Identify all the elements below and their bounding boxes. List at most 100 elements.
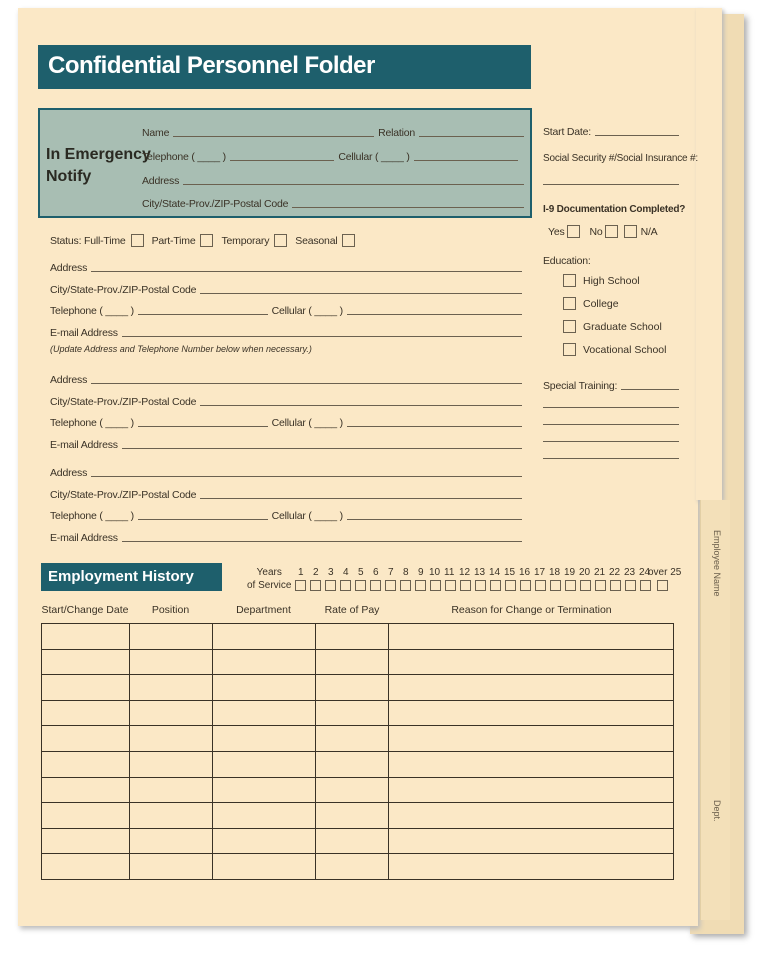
table-cell[interactable] bbox=[41, 648, 130, 676]
year-checkbox[interactable] bbox=[550, 580, 561, 591]
table-cell[interactable] bbox=[388, 750, 674, 778]
table-cell[interactable] bbox=[388, 699, 674, 727]
year-checkbox[interactable] bbox=[340, 580, 351, 591]
telephone-field[interactable] bbox=[137, 426, 268, 427]
table-cell[interactable] bbox=[41, 674, 130, 701]
start-date-field[interactable] bbox=[595, 135, 679, 136]
year-checkbox[interactable] bbox=[595, 580, 606, 591]
table-cell[interactable] bbox=[388, 802, 674, 829]
city-field[interactable] bbox=[292, 207, 524, 208]
year-checkbox[interactable] bbox=[355, 580, 366, 591]
relation-field[interactable] bbox=[419, 136, 524, 137]
year-checkbox[interactable] bbox=[490, 580, 501, 591]
year-checkbox[interactable] bbox=[370, 580, 381, 591]
training-line[interactable] bbox=[543, 458, 679, 459]
table-cell[interactable] bbox=[211, 699, 316, 727]
year-checkbox[interactable] bbox=[565, 580, 576, 591]
seasonal-checkbox[interactable] bbox=[342, 234, 356, 247]
year-checkbox[interactable] bbox=[445, 580, 456, 591]
table-cell[interactable] bbox=[41, 623, 130, 650]
telephone-field[interactable] bbox=[137, 519, 268, 520]
full-time-checkbox[interactable] bbox=[130, 234, 144, 247]
education-checkbox[interactable] bbox=[563, 320, 576, 333]
table-cell[interactable] bbox=[314, 827, 390, 855]
table-cell[interactable] bbox=[211, 725, 316, 752]
table-cell[interactable] bbox=[211, 853, 316, 880]
year-checkbox[interactable] bbox=[325, 580, 336, 591]
table-cell[interactable] bbox=[211, 623, 316, 650]
table-cell[interactable] bbox=[211, 827, 316, 855]
name-field[interactable] bbox=[173, 136, 375, 137]
education-checkbox[interactable] bbox=[563, 343, 576, 356]
year-checkbox[interactable] bbox=[580, 580, 591, 591]
table-cell[interactable] bbox=[388, 725, 674, 752]
cellular-field[interactable] bbox=[346, 426, 522, 427]
address-field[interactable] bbox=[183, 184, 524, 185]
telephone-field[interactable] bbox=[137, 314, 268, 315]
year-checkbox[interactable] bbox=[520, 580, 531, 591]
table-cell[interactable] bbox=[388, 827, 674, 855]
table-cell[interactable] bbox=[314, 776, 390, 804]
table-cell[interactable] bbox=[314, 623, 390, 650]
email-field[interactable] bbox=[121, 448, 522, 449]
year-checkbox[interactable] bbox=[625, 580, 636, 591]
training-line[interactable] bbox=[543, 441, 679, 442]
training-line[interactable] bbox=[543, 407, 679, 408]
table-cell[interactable] bbox=[314, 750, 390, 778]
table-cell[interactable] bbox=[41, 699, 130, 727]
table-cell[interactable] bbox=[314, 853, 390, 880]
temporary-checkbox[interactable] bbox=[274, 234, 288, 247]
table-cell[interactable] bbox=[128, 725, 213, 752]
table-cell[interactable] bbox=[211, 802, 316, 829]
table-cell[interactable] bbox=[41, 725, 130, 752]
table-cell[interactable] bbox=[314, 674, 390, 701]
year-checkbox[interactable] bbox=[295, 580, 306, 591]
table-cell[interactable] bbox=[128, 776, 213, 804]
year-checkbox[interactable] bbox=[475, 580, 486, 591]
table-cell[interactable] bbox=[314, 802, 390, 829]
yes-checkbox[interactable] bbox=[566, 225, 580, 238]
table-cell[interactable] bbox=[314, 725, 390, 752]
table-cell[interactable] bbox=[128, 827, 213, 855]
year-checkbox[interactable] bbox=[610, 580, 621, 591]
address-field[interactable] bbox=[91, 476, 522, 477]
year-checkbox[interactable] bbox=[310, 580, 321, 591]
year-checkbox[interactable] bbox=[460, 580, 471, 591]
table-cell[interactable] bbox=[211, 648, 316, 676]
table-cell[interactable] bbox=[388, 674, 674, 701]
table-cell[interactable] bbox=[41, 750, 130, 778]
table-cell[interactable] bbox=[388, 648, 674, 676]
year-checkbox[interactable] bbox=[385, 580, 396, 591]
year-checkbox[interactable] bbox=[657, 580, 668, 591]
email-field[interactable] bbox=[121, 541, 522, 542]
telephone-field[interactable] bbox=[229, 160, 335, 161]
table-cell[interactable] bbox=[128, 699, 213, 727]
year-checkbox[interactable] bbox=[640, 580, 651, 591]
table-cell[interactable] bbox=[41, 827, 130, 855]
table-cell[interactable] bbox=[128, 750, 213, 778]
table-cell[interactable] bbox=[314, 699, 390, 727]
ssn-field[interactable] bbox=[543, 184, 679, 185]
table-cell[interactable] bbox=[128, 623, 213, 650]
special-training-field[interactable] bbox=[621, 389, 679, 390]
table-cell[interactable] bbox=[211, 776, 316, 804]
address-field[interactable] bbox=[91, 271, 522, 272]
table-cell[interactable] bbox=[41, 776, 130, 804]
table-cell[interactable] bbox=[128, 802, 213, 829]
cellular-field[interactable] bbox=[413, 160, 518, 161]
table-cell[interactable] bbox=[314, 648, 390, 676]
city-field[interactable] bbox=[200, 498, 522, 499]
email-field[interactable] bbox=[121, 336, 522, 337]
table-cell[interactable] bbox=[211, 674, 316, 701]
cellular-field[interactable] bbox=[346, 519, 522, 520]
table-cell[interactable] bbox=[211, 750, 316, 778]
part-time-checkbox[interactable] bbox=[200, 234, 214, 247]
year-checkbox[interactable] bbox=[505, 580, 516, 591]
year-checkbox[interactable] bbox=[430, 580, 441, 591]
na-checkbox[interactable] bbox=[623, 225, 637, 238]
year-checkbox[interactable] bbox=[535, 580, 546, 591]
table-cell[interactable] bbox=[388, 623, 674, 650]
address-field[interactable] bbox=[91, 383, 522, 384]
training-line[interactable] bbox=[543, 424, 679, 425]
education-checkbox[interactable] bbox=[563, 274, 576, 287]
